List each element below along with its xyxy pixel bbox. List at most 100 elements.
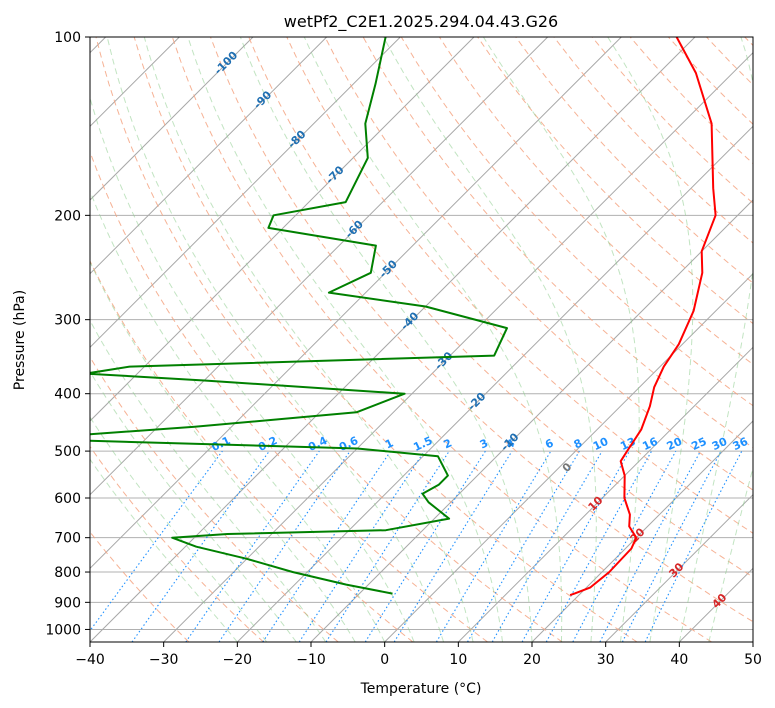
plot-frame [89, 36, 754, 643]
x-tick-label: −10 [296, 652, 326, 668]
y-tick-label: 600 [54, 491, 81, 507]
mixing-ratio-label: 10 [591, 435, 611, 453]
isotherm-line [90, 37, 549, 496]
x-tick-label: 0 [380, 652, 389, 668]
mixing-ratio-label: 20 [665, 435, 685, 453]
moist-adiabat-line [239, 37, 533, 642]
isotherm-line [90, 37, 475, 422]
dry-adiabat-line [248, 37, 753, 578]
isotherm-label: -10 [498, 430, 521, 453]
mixing-ratio-label: 13 [618, 435, 637, 453]
isotherm-label: -80 [285, 128, 308, 151]
moist-adiabat-line [143, 37, 474, 642]
dry-adiabat-line [286, 37, 753, 534]
mixing-ratio-label: 2 [442, 436, 454, 451]
mixing-ratio-line [599, 450, 701, 642]
moist-adiabat-line [90, 416, 268, 642]
isotherm-line [310, 199, 753, 642]
moist-adiabat-line [106, 37, 445, 642]
mixing-ratio-label: 16 [640, 435, 660, 453]
y-axis-label: Pressure (hPa) [12, 290, 28, 390]
x-tick-label: 20 [523, 652, 541, 668]
y-tick-label: 800 [54, 565, 81, 581]
x-axis-ticks: −40 −30 −20 −10 0 10 20 30 40 50 [75, 642, 762, 668]
moist-adiabat-line [482, 37, 640, 642]
y-tick-label: 700 [54, 531, 81, 547]
mixing-ratio-label: 30 [710, 435, 730, 453]
moist-adiabat-line [90, 370, 297, 642]
isotherm-line [457, 346, 753, 642]
isotherm-label-warm: 10 [586, 494, 606, 514]
y-axis-ticks: 100 200 300 400 500 600 700 800 900 1000 [45, 30, 90, 638]
mixing-ratio-line [364, 450, 486, 642]
dry-adiabat-line [553, 37, 753, 244]
moist-adiabat-line [90, 260, 356, 642]
x-tick-label: 40 [670, 652, 688, 668]
dry-adiabat-line [95, 37, 563, 642]
x-tick-label: −40 [75, 652, 105, 668]
y-tick-label: 1000 [45, 622, 81, 638]
mixing-ratio-line [298, 450, 425, 642]
isotherm-line [236, 125, 753, 642]
moist-adiabat-line [90, 458, 238, 642]
mixing-ratio-line [545, 450, 653, 642]
mixing-ratio-line [325, 450, 450, 642]
dewpoint-trace [90, 37, 508, 595]
temperature-trace [569, 37, 717, 597]
mixing-ratio-line [467, 450, 580, 642]
mixing-ratio-line [185, 450, 320, 642]
moist-adiabat-line [90, 96, 415, 642]
y-tick-label: 400 [54, 387, 81, 403]
dry-adiabat-line [90, 531, 190, 642]
y-tick-label: 500 [54, 444, 81, 460]
dry-adiabat-line [90, 150, 488, 642]
isotherm-line [90, 37, 622, 570]
x-tick-label: −30 [149, 652, 179, 668]
moist-adiabat-line [708, 466, 753, 642]
mixing-ratio-line [393, 450, 513, 642]
moist-adiabat-line [678, 37, 753, 642]
isotherm-label: -60 [343, 218, 366, 241]
moist-adiabat-line [303, 37, 563, 642]
x-axis-label: Temperature (°C) [360, 681, 482, 697]
dry-adiabat-line [90, 445, 264, 642]
isotherm-label: -30 [432, 349, 455, 372]
isotherm-label: -100 [212, 48, 241, 77]
mixing-ratio-label: 25 [689, 435, 708, 453]
y-tick-label: 900 [54, 595, 81, 611]
background-lines [90, 37, 753, 642]
isotherm-label-warm: 40 [709, 591, 729, 611]
moist-adiabat-line [90, 319, 327, 642]
isotherm-label: -40 [398, 309, 421, 332]
isotherm-line [605, 493, 753, 642]
mixing-ratio-line [262, 450, 392, 642]
isotherm-line [90, 37, 254, 201]
mixing-ratio-line [131, 450, 270, 642]
isotherm-line [90, 37, 401, 349]
dry-adiabat-line [90, 259, 414, 642]
sounding-traces [90, 37, 717, 597]
y-tick-label: 100 [54, 30, 81, 46]
x-tick-label: 10 [449, 652, 467, 668]
moist-adiabat-line [383, 37, 597, 642]
isotherm-line [384, 272, 753, 642]
moist-adiabat-line [607, 37, 694, 642]
moist-adiabat-line [90, 189, 386, 642]
mixing-ratio-label: 36 [731, 435, 751, 453]
dry-adiabat-line [668, 37, 753, 125]
isotherm-line [90, 37, 696, 642]
dry-adiabat-line [515, 37, 753, 284]
dry-adiabat-line [210, 37, 753, 623]
dry-adiabat-line [171, 37, 712, 642]
dry-adiabat-line [744, 37, 753, 47]
isotherm-line [531, 420, 753, 642]
x-tick-label: −20 [223, 652, 253, 668]
chart-title: wetPf2_C2E1.2025.294.04.43.G26 [284, 12, 558, 32]
dry-adiabat-line [133, 37, 638, 642]
x-tick-label: 30 [597, 652, 615, 668]
dry-adiabat-line [706, 37, 753, 86]
y-tick-label: 300 [54, 313, 81, 329]
dry-adiabat-line [90, 356, 339, 642]
isotherm-line [752, 641, 753, 642]
